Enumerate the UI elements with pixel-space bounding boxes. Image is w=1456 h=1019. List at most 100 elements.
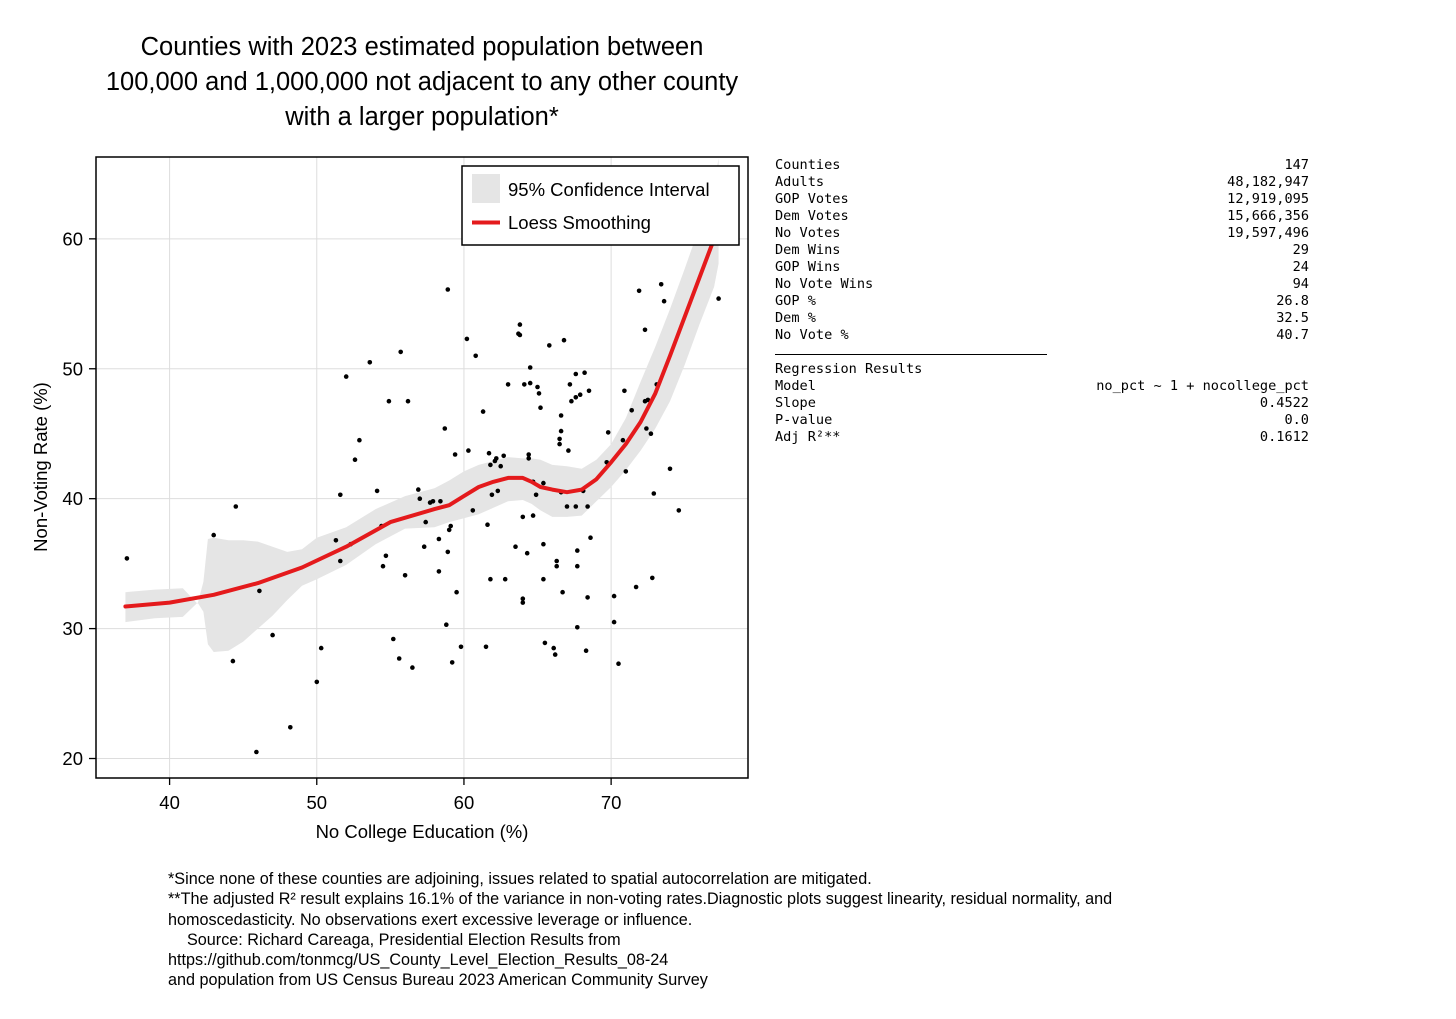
data-point (633, 584, 639, 590)
data-point (573, 395, 579, 400)
y-tick-label-40: 40 (62, 488, 83, 509)
data-point (566, 448, 571, 453)
data-point (582, 370, 587, 376)
data-point (470, 508, 476, 513)
y-tick-label-20: 20 (62, 748, 83, 769)
y-tick-label-50: 50 (62, 358, 83, 379)
x-tick-label-40: 40 (159, 792, 180, 813)
confidence-band-layer (125, 158, 719, 653)
regression-row-slope: Slope 0.4522 (775, 395, 1309, 412)
data-point (288, 725, 293, 730)
data-point (473, 353, 479, 359)
data-point (564, 504, 570, 509)
data-point (526, 452, 531, 457)
stat-value: 0.1612 (1259, 429, 1309, 445)
data-point (575, 625, 580, 630)
data-point (667, 466, 673, 472)
data-point (520, 514, 526, 520)
summary-stats: Counties 147 Adults 48,182,947 GOP Votes 12… (775, 157, 1309, 446)
data-point (423, 519, 429, 525)
regression-heading-text: Regression Results (775, 361, 923, 377)
y-tick-label-60: 60 (62, 228, 83, 249)
data-point (611, 619, 617, 625)
data-point (644, 426, 649, 431)
axis-ticks: 40 50 60 70 20 30 40 50 60 (62, 228, 621, 813)
stat-label: Adults (775, 174, 825, 190)
data-point (488, 576, 493, 582)
data-point (257, 588, 262, 594)
stat-row-no-votes: No Votes 19,597,496 (775, 225, 1309, 242)
data-point (501, 453, 507, 459)
data-point (636, 288, 642, 294)
stat-label: No Vote Wins (775, 276, 874, 292)
data-point (605, 430, 611, 435)
data-point (530, 513, 536, 518)
stat-value: 0.0 (1284, 412, 1309, 428)
data-point (124, 556, 130, 561)
stat-value: 24 (1292, 259, 1309, 275)
data-point (338, 558, 343, 564)
data-point (526, 456, 531, 461)
data-point (522, 382, 527, 387)
data-point (318, 645, 324, 651)
legend: 95% Confidence Interval Loess Smoothing (461, 165, 740, 246)
data-point (254, 749, 259, 755)
data-point (383, 553, 389, 559)
source-url: https://github.com/tonmcg/US_County_Leve… (168, 951, 669, 970)
loess-line (123, 217, 721, 609)
data-point (270, 632, 275, 638)
data-point (527, 365, 533, 370)
stat-value: 15,666,356 (1227, 208, 1309, 224)
source-population: and population from US Census Bureau 202… (168, 971, 708, 990)
data-point (449, 660, 455, 665)
data-point (445, 549, 451, 555)
data-point (558, 428, 564, 434)
data-point (557, 441, 562, 447)
data-point (648, 431, 654, 437)
data-point (405, 398, 411, 404)
data-point (547, 343, 552, 348)
data-point (517, 322, 523, 327)
y-tick-label-30: 30 (62, 618, 83, 639)
stat-label: Slope (775, 395, 816, 411)
data-point (588, 535, 593, 540)
legend-band-swatch (472, 174, 500, 203)
data-point (436, 569, 442, 574)
stat-label: GOP Votes (775, 191, 849, 207)
footnote-spatial: *Since none of these counties are adjoin… (168, 870, 872, 888)
stat-row-dem-pct: Dem % 32.5 (775, 310, 1309, 327)
data-point (445, 287, 451, 292)
data-point (658, 282, 664, 287)
data-point (676, 508, 682, 513)
data-point (452, 452, 458, 457)
data-point (573, 371, 579, 377)
confidence-band (125, 158, 719, 653)
stat-value: 147 (1284, 157, 1309, 173)
data-point (623, 469, 629, 474)
stat-row-adults: Adults 48,182,947 (775, 174, 1309, 191)
stats-divider (775, 354, 1047, 355)
stat-value: 12,919,095 (1227, 191, 1309, 207)
grid-layer (96, 157, 748, 778)
data-point (538, 405, 543, 411)
legend-line-label: Loess Smoothing (508, 212, 651, 233)
data-point (367, 360, 373, 365)
data-point (402, 573, 408, 578)
stat-row-gop-votes: GOP Votes 12,919,095 (775, 191, 1309, 208)
stat-row-no-vote-wins: No Vote Wins 94 (775, 276, 1309, 293)
data-point (542, 640, 548, 646)
data-point (211, 532, 216, 538)
data-point (536, 391, 542, 396)
data-point (438, 499, 443, 504)
data-point (391, 636, 396, 642)
data-point (575, 563, 580, 569)
stat-row-gop-pct: GOP % 26.8 (775, 293, 1309, 310)
data-point (557, 436, 562, 442)
data-point (417, 496, 423, 502)
data-point (541, 541, 546, 547)
stat-label: GOP Wins (775, 259, 841, 275)
stat-value: 19,597,496 (1227, 225, 1309, 241)
stat-value: 29 (1292, 242, 1309, 258)
data-point (486, 450, 492, 456)
